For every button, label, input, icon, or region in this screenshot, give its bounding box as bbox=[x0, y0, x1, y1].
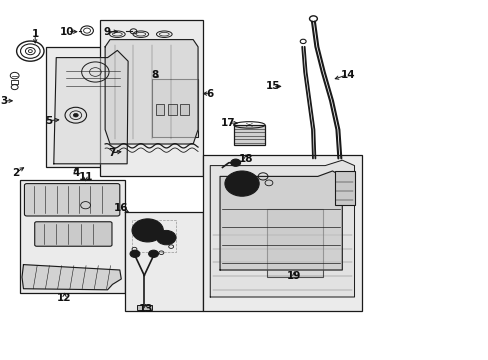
Text: 18: 18 bbox=[238, 154, 253, 164]
Bar bbox=[124, 212, 203, 311]
Circle shape bbox=[73, 113, 78, 117]
Text: 4: 4 bbox=[72, 168, 80, 178]
Text: 9: 9 bbox=[103, 27, 110, 37]
Polygon shape bbox=[105, 40, 198, 144]
Bar bbox=[203, 155, 361, 311]
Text: 16: 16 bbox=[114, 203, 128, 213]
Text: 8: 8 bbox=[151, 69, 158, 80]
Text: 3: 3 bbox=[0, 96, 7, 106]
Text: 17: 17 bbox=[220, 118, 235, 128]
Bar bbox=[266, 209, 322, 277]
FancyBboxPatch shape bbox=[24, 184, 120, 216]
Bar bbox=[137, 305, 151, 310]
Circle shape bbox=[132, 219, 163, 242]
Bar bbox=[100, 20, 203, 176]
Circle shape bbox=[148, 250, 158, 257]
Text: 12: 12 bbox=[57, 293, 72, 303]
Bar bbox=[167, 104, 176, 115]
Circle shape bbox=[230, 159, 240, 166]
Text: 11: 11 bbox=[78, 172, 93, 182]
Circle shape bbox=[143, 228, 151, 233]
Bar bbox=[20, 180, 124, 293]
Bar bbox=[180, 104, 188, 115]
Text: 6: 6 bbox=[206, 89, 213, 99]
Text: 2: 2 bbox=[12, 168, 19, 178]
Text: 19: 19 bbox=[286, 271, 301, 282]
Circle shape bbox=[130, 250, 140, 257]
Circle shape bbox=[224, 171, 259, 196]
Text: 7: 7 bbox=[107, 148, 115, 158]
Bar bbox=[151, 79, 198, 137]
Text: 14: 14 bbox=[340, 69, 355, 80]
Bar bbox=[11, 80, 18, 84]
Circle shape bbox=[238, 181, 245, 186]
Bar bbox=[46, 47, 134, 167]
Text: 1: 1 bbox=[32, 29, 39, 39]
Circle shape bbox=[156, 230, 176, 245]
Polygon shape bbox=[210, 160, 354, 297]
Bar bbox=[334, 171, 354, 205]
Bar bbox=[155, 104, 164, 115]
Polygon shape bbox=[22, 265, 121, 290]
FancyBboxPatch shape bbox=[35, 222, 112, 246]
Text: 10: 10 bbox=[60, 27, 75, 37]
Polygon shape bbox=[220, 171, 342, 270]
FancyBboxPatch shape bbox=[233, 125, 264, 145]
Text: 5: 5 bbox=[45, 116, 52, 126]
Polygon shape bbox=[54, 50, 128, 164]
Text: 13: 13 bbox=[138, 304, 153, 314]
Text: 15: 15 bbox=[265, 81, 280, 91]
